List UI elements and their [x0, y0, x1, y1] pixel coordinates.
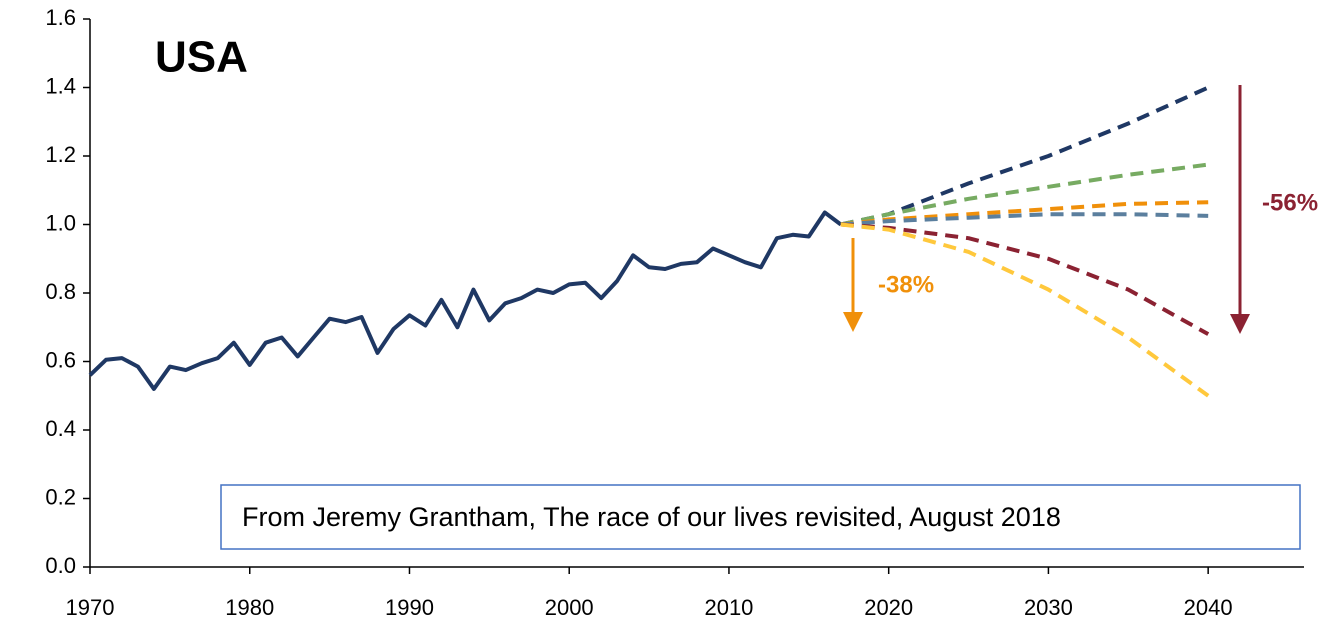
x-tick-label: 2030	[1024, 595, 1073, 620]
arrow-head	[1230, 314, 1250, 334]
y-tick-label: 0.6	[45, 347, 76, 372]
y-tick-label: 0.8	[45, 279, 76, 304]
y-tick-label: 1.4	[45, 73, 76, 98]
x-tick-label: 1990	[385, 595, 434, 620]
x-tick-label: 1980	[225, 595, 274, 620]
annotation: -38%	[878, 271, 934, 298]
annotation: -56%	[1262, 189, 1318, 216]
x-tick-label: 1970	[66, 595, 115, 620]
x-tick-label: 2000	[545, 595, 594, 620]
projection-line	[840, 162, 1209, 227]
y-tick-label: 0.2	[45, 484, 76, 509]
projection-line	[840, 222, 1210, 398]
y-tick-label: 1.0	[45, 210, 76, 235]
x-tick-label: 2040	[1184, 595, 1233, 620]
y-tick-label: 0.0	[45, 553, 76, 578]
x-tick-label: 2010	[704, 595, 753, 620]
y-tick-label: 0.4	[45, 416, 76, 441]
projection-line	[840, 222, 1210, 336]
source: From Jeremy Grantham, The race of our li…	[242, 502, 1061, 532]
projection-line	[840, 200, 1209, 227]
x-tick-label: 2020	[864, 595, 913, 620]
y-tick-label: 1.2	[45, 142, 76, 167]
chart-title: USA	[155, 33, 248, 82]
y-tick-label: 1.6	[45, 5, 76, 30]
projection-line	[840, 85, 1210, 227]
history-line	[88, 210, 842, 391]
arrow-head	[843, 312, 863, 332]
projection-line	[840, 212, 1209, 227]
source-box	[220, 484, 1301, 550]
